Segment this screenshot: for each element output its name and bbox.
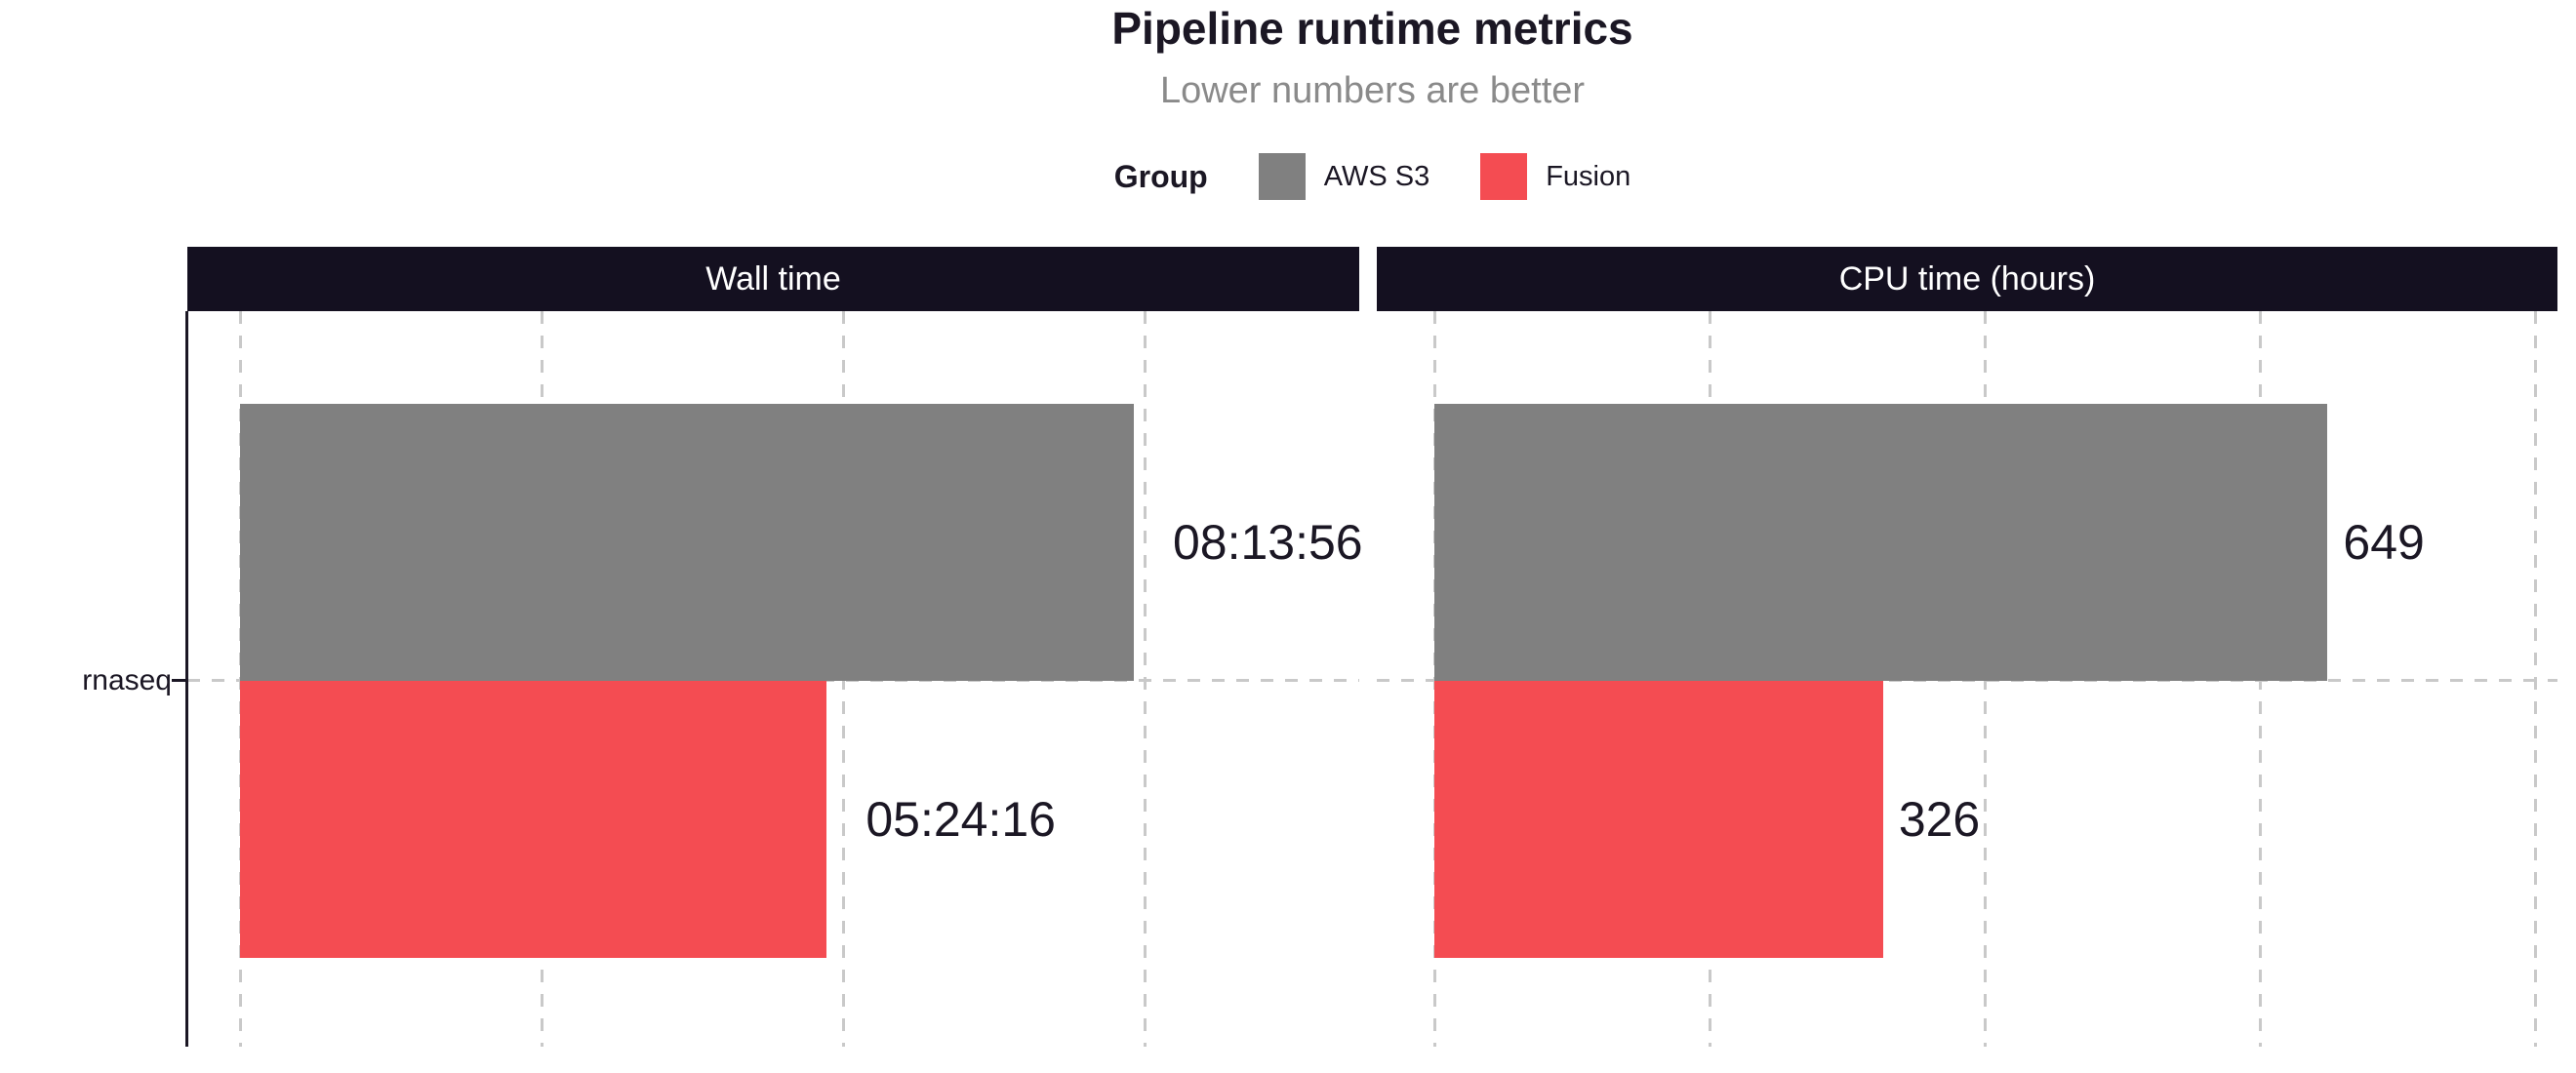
panel-wall-time: Wall time 08:13:56 05:24:16: [187, 247, 1363, 1047]
bar-fusion: [240, 681, 827, 958]
chart-title: Pipeline runtime metrics: [1111, 3, 1633, 54]
y-axis-line: [185, 311, 188, 1047]
bar-aws-s3: [240, 404, 1134, 681]
plot-area-cpu-time: 649 326: [1377, 311, 2557, 1047]
bar-value-label-aws-s3: 649: [2343, 515, 2425, 570]
panel-strip-label: Wall time: [705, 259, 841, 298]
bar-aws-s3: [1434, 404, 2328, 681]
y-axis-tick: [172, 679, 186, 682]
legend-label-fusion: Fusion: [1546, 160, 1631, 192]
legend-label-aws-s3: AWS S3: [1323, 160, 1430, 192]
legend-item-aws-s3: AWS S3: [1258, 153, 1430, 200]
panel-strip-label: CPU time (hours): [1838, 259, 2096, 298]
panel-strip-cpu-time: CPU time (hours): [1377, 247, 2557, 311]
legend-item-fusion: Fusion: [1480, 153, 1630, 200]
category-label: rnaseq: [82, 664, 172, 696]
legend: Group AWS S3 Fusion: [187, 146, 2557, 207]
bar-value-label-aws-s3: 08:13:56: [1172, 515, 1363, 570]
legend-swatch-aws-s3: [1258, 153, 1306, 200]
bar-value-label-fusion: 326: [1898, 792, 1981, 847]
legend-swatch-fusion: [1480, 153, 1528, 200]
bar-fusion: [1434, 681, 1883, 958]
panel-strip-wall-time: Wall time: [187, 247, 1359, 311]
chart-subtitle: Lower numbers are better: [1159, 70, 1586, 111]
plot-area-wall-time: 08:13:56 05:24:16: [187, 311, 1363, 1047]
bar-value-label-fusion: 05:24:16: [865, 792, 1056, 847]
legend-title: Group: [1113, 158, 1208, 194]
panel-cpu-time: CPU time (hours) 649 326: [1377, 247, 2557, 1047]
